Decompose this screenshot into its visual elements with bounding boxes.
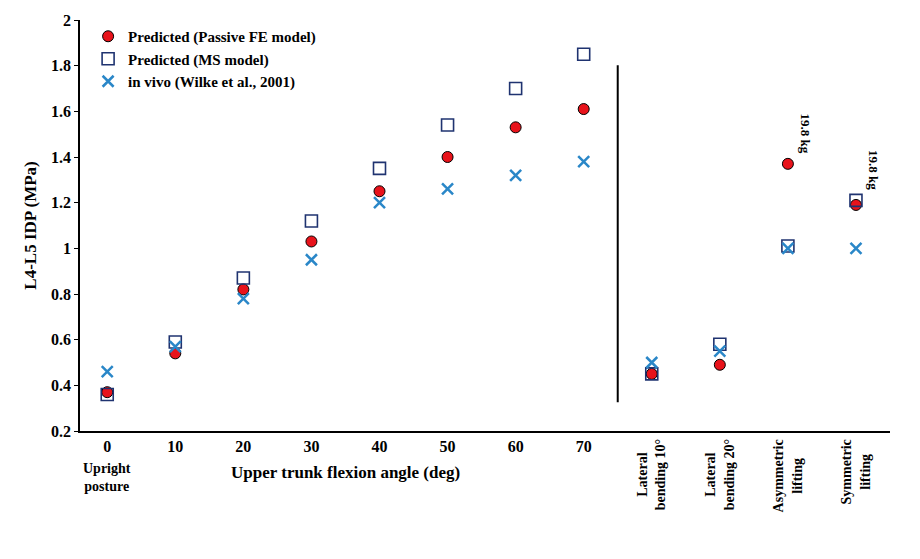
- svg-text:Predicted (Passive FE model): Predicted (Passive FE model): [128, 29, 316, 46]
- svg-text:0.4: 0.4: [51, 377, 71, 394]
- svg-text:70: 70: [576, 438, 592, 455]
- svg-text:Lateralbending 20°: Lateralbending 20°: [703, 439, 736, 510]
- svg-text:Uprightposture: Uprightposture: [83, 461, 131, 494]
- svg-text:19.8 kg: 19.8 kg: [866, 150, 881, 190]
- svg-text:L4-L5 IDP (MPa): L4-L5 IDP (MPa): [21, 161, 40, 289]
- svg-text:Predicted (MS model): Predicted (MS model): [128, 52, 269, 69]
- svg-text:2: 2: [63, 12, 71, 29]
- svg-text:0.6: 0.6: [51, 331, 71, 348]
- svg-text:50: 50: [440, 438, 456, 455]
- svg-text:20: 20: [235, 438, 251, 455]
- svg-text:1.8: 1.8: [51, 57, 71, 74]
- svg-text:Upper trunk flexion angle (deg: Upper trunk flexion angle (deg): [231, 463, 460, 482]
- svg-text:in vivo (Wilke et al., 2001): in vivo (Wilke et al., 2001): [128, 74, 295, 91]
- svg-text:1.6: 1.6: [51, 103, 71, 120]
- svg-text:30: 30: [303, 438, 319, 455]
- svg-text:Symmetriclifting: Symmetriclifting: [839, 439, 872, 504]
- svg-text:0.8: 0.8: [51, 286, 71, 303]
- svg-text:1.2: 1.2: [51, 194, 71, 211]
- svg-text:40: 40: [372, 438, 388, 455]
- svg-text:Asymmetriclifting: Asymmetriclifting: [771, 439, 804, 512]
- svg-text:0.2: 0.2: [51, 423, 71, 440]
- svg-text:60: 60: [508, 438, 524, 455]
- svg-text:19.8 kg: 19.8 kg: [798, 113, 813, 153]
- svg-text:0: 0: [103, 438, 111, 455]
- svg-text:Lateralbending 10°: Lateralbending 10°: [635, 439, 668, 510]
- svg-text:10: 10: [167, 438, 183, 455]
- svg-text:1: 1: [63, 240, 71, 257]
- svg-text:1.4: 1.4: [51, 149, 71, 166]
